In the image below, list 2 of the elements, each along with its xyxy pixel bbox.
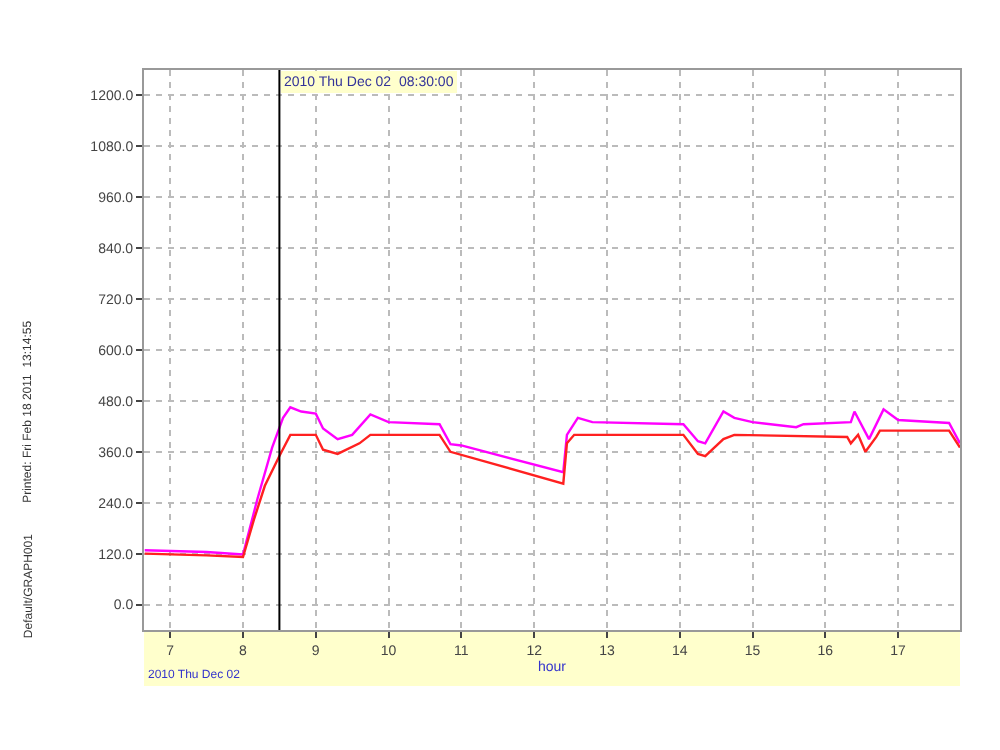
line-series (144, 406, 960, 556)
line-series (144, 429, 960, 559)
